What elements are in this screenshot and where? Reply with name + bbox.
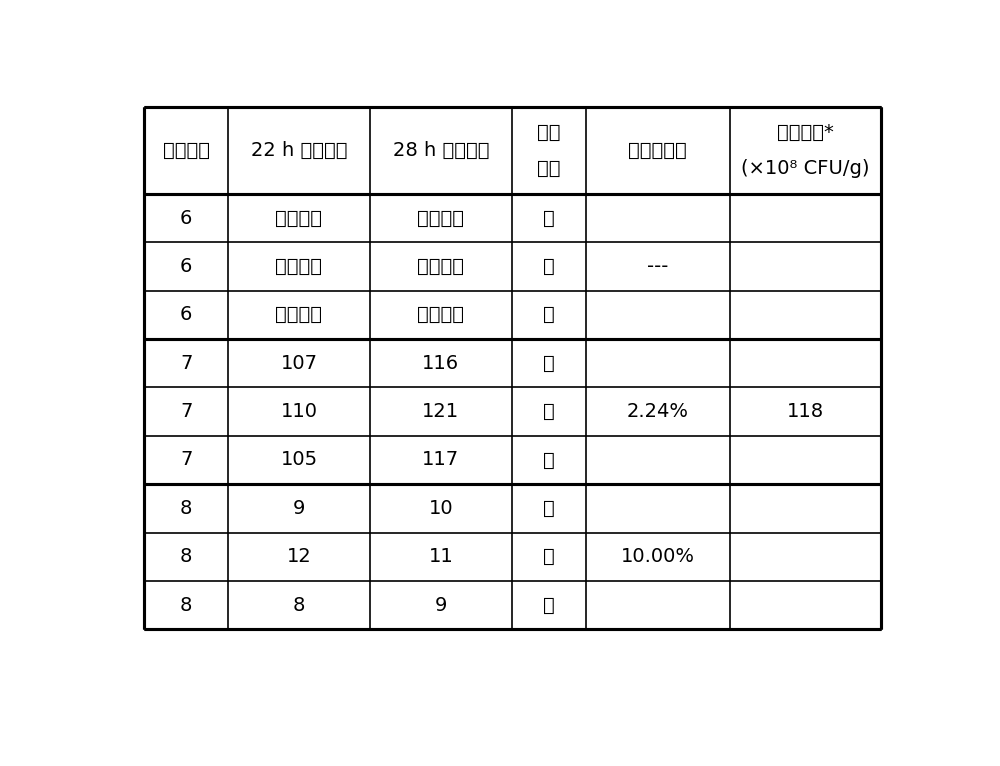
Text: 是: 是: [543, 354, 555, 373]
Text: 9: 9: [435, 595, 447, 614]
Text: 22 h 菌落总数: 22 h 菌落总数: [251, 141, 347, 160]
Text: 7: 7: [180, 450, 192, 470]
Text: 否: 否: [543, 257, 555, 276]
Text: 试管编号: 试管编号: [163, 141, 210, 160]
Text: 7: 7: [180, 354, 192, 373]
Text: 否: 否: [543, 306, 555, 324]
Text: 采信: 采信: [537, 159, 561, 178]
Text: 6: 6: [180, 257, 192, 276]
Text: 菌落过多: 菌落过多: [275, 257, 322, 276]
Text: 12: 12: [287, 547, 311, 566]
Text: 菌落过多: 菌落过多: [275, 208, 322, 228]
Text: 相对标准差: 相对标准差: [628, 141, 687, 160]
Text: 菌落过多: 菌落过多: [275, 306, 322, 324]
Text: 菌落过多: 菌落过多: [417, 257, 464, 276]
Text: 6: 6: [180, 306, 192, 324]
Text: 6: 6: [180, 208, 192, 228]
Text: 8: 8: [293, 595, 305, 614]
Text: 菌落过多: 菌落过多: [417, 306, 464, 324]
Text: 118: 118: [786, 402, 824, 421]
Text: 8: 8: [180, 595, 192, 614]
Text: 是否: 是否: [537, 123, 561, 142]
Text: 110: 110: [280, 402, 317, 421]
Text: 是: 是: [543, 450, 555, 470]
Text: 107: 107: [280, 354, 317, 373]
Text: 检测结果*: 检测结果*: [777, 123, 834, 142]
Text: (×10⁸ CFU/g): (×10⁸ CFU/g): [741, 159, 869, 178]
Text: 105: 105: [280, 450, 318, 470]
Text: 9: 9: [293, 499, 305, 518]
Bar: [144, 106, 881, 629]
Text: 7: 7: [180, 402, 192, 421]
Text: ---: ---: [647, 257, 668, 276]
Text: 8: 8: [180, 547, 192, 566]
Text: 117: 117: [422, 450, 459, 470]
Text: 菌落过多: 菌落过多: [417, 208, 464, 228]
Text: 28 h 菌落总数: 28 h 菌落总数: [393, 141, 489, 160]
Text: 否: 否: [543, 547, 555, 566]
Text: 11: 11: [428, 547, 453, 566]
Text: 否: 否: [543, 499, 555, 518]
Text: 121: 121: [422, 402, 459, 421]
Text: 否: 否: [543, 208, 555, 228]
Text: 2.24%: 2.24%: [627, 402, 689, 421]
Text: 否: 否: [543, 595, 555, 614]
Text: 10.00%: 10.00%: [621, 547, 695, 566]
Text: 8: 8: [180, 499, 192, 518]
Text: 10: 10: [428, 499, 453, 518]
Text: 是: 是: [543, 402, 555, 421]
Text: 116: 116: [422, 354, 459, 373]
